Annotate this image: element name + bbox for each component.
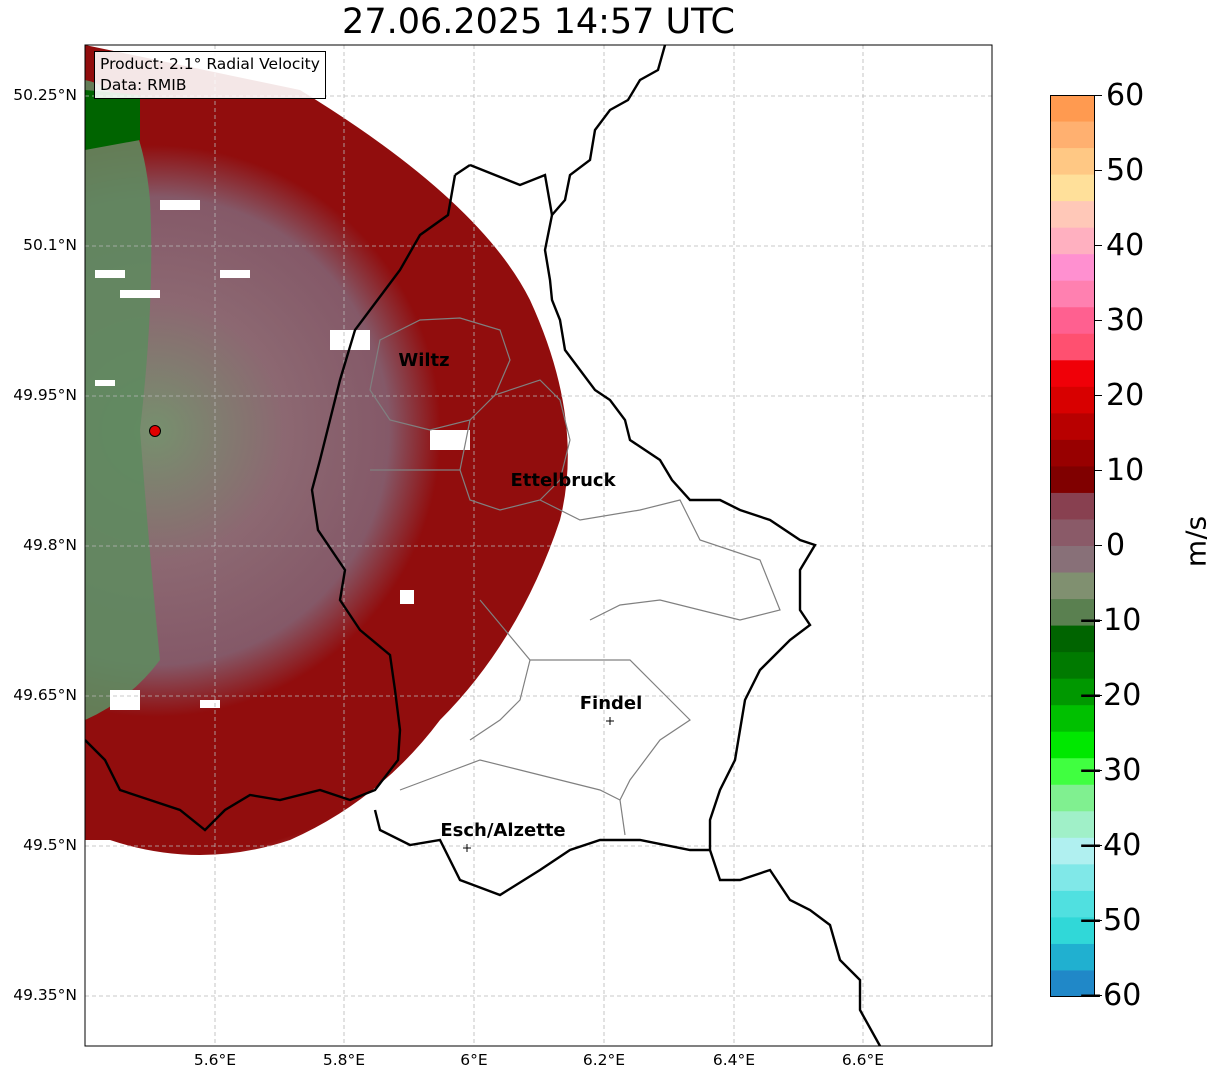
lat-tick: 50.1°N [23, 236, 77, 254]
colorbar-segment [1050, 254, 1095, 282]
lat-tick: 49.5°N [23, 836, 77, 854]
info-box: Product: 2.1° Radial Velocity Data: RMIB [94, 51, 326, 99]
colorbar-segment [1050, 492, 1095, 521]
colorbar-tick: 40 [1106, 228, 1145, 263]
colorbar-segment [1050, 413, 1095, 441]
colorbar-segment [1050, 95, 1095, 123]
data-source-label: Data: RMIB [100, 76, 187, 94]
city-label-findel: Findel [579, 693, 643, 714]
colorbar-segment [1050, 811, 1095, 839]
colorbar-segment [1050, 307, 1095, 335]
colorbar-segment [1050, 360, 1095, 388]
colorbar-tick: −60 [1078, 978, 1142, 1013]
colorbar-tick: 20 [1106, 378, 1145, 413]
colorbar-tick: 30 [1106, 303, 1145, 338]
colorbar-segment [1050, 917, 1095, 945]
colorbar-tick: −10 [1078, 603, 1142, 638]
colorbar-segment [1050, 333, 1095, 361]
colorbar-segment [1050, 148, 1095, 176]
colorbar-segment [1050, 705, 1095, 733]
colorbar-segment [1050, 890, 1095, 919]
lon-tick: 6°E [460, 1051, 488, 1069]
colorbar-segment [1050, 466, 1095, 494]
lon-tick: 5.6°E [193, 1051, 237, 1069]
lat-tick: 49.35°N [13, 986, 77, 1004]
colorbar-segment [1050, 599, 1095, 627]
colorbar-segment [1050, 386, 1095, 414]
colorbar-tick: 60 [1106, 78, 1145, 113]
country-borders [85, 45, 882, 1046]
echo-gaps [95, 200, 470, 710]
colorbar-segment [1050, 439, 1095, 468]
colorbar [1050, 95, 1102, 997]
colorbar-segment [1050, 546, 1095, 574]
inbound-region [85, 80, 160, 720]
colorbar-segment [1050, 864, 1095, 892]
colorbar-segment [1050, 519, 1095, 547]
radar-site-marker [149, 425, 161, 437]
city-label-ettelbruck: Ettelbruck [510, 470, 616, 491]
colorbar-segment [1050, 572, 1095, 600]
lon-tick: 6.4°E [712, 1051, 756, 1069]
lon-tick: 6.6°E [841, 1051, 885, 1069]
strong-inbound [85, 90, 140, 150]
colorbar-segment [1050, 970, 1095, 997]
lon-tick: 5.8°E [322, 1051, 366, 1069]
colorbar-segment [1050, 625, 1095, 653]
city-markers [463, 717, 614, 852]
colorbar-segment [1050, 280, 1095, 308]
colorbar-segment [1050, 731, 1095, 759]
colorbar-segment [1050, 943, 1095, 972]
city-label-wiltz: Wiltz [398, 350, 450, 371]
lon-tick: 6.2°E [582, 1051, 626, 1069]
colorbar-segment [1050, 227, 1095, 255]
city-label-esch-alzette: Esch/Alzette [440, 820, 566, 841]
colorbar-segment [1050, 652, 1095, 680]
colorbar-segment [1050, 758, 1095, 786]
map-frame [84, 44, 993, 1047]
colorbar-tick: −30 [1078, 753, 1142, 788]
lat-tick: 49.65°N [13, 686, 77, 704]
colorbar-tick: −40 [1078, 828, 1142, 863]
lat-tick: 50.25°N [13, 86, 77, 104]
colorbar-tick: 50 [1106, 153, 1145, 188]
colorbar-segment [1050, 174, 1095, 202]
product-label: Product: 2.1° Radial Velocity [100, 55, 320, 73]
district-boundaries [369, 317, 781, 836]
lat-tick: 49.8°N [23, 536, 77, 554]
map-title: 27.06.2025 14:57 UTC [342, 2, 735, 42]
colorbar-tick: −20 [1078, 678, 1142, 713]
colorbar-tick: 0 [1106, 528, 1126, 563]
colorbar-tick: −50 [1078, 903, 1142, 938]
colorbar-frame [1050, 95, 1095, 997]
lat-tick: 49.95°N [13, 386, 77, 404]
colorbar-segment [1050, 784, 1095, 812]
colorbar-segment [1050, 678, 1095, 706]
echo-region [85, 45, 568, 855]
colorbar-segment [1050, 837, 1095, 865]
colorbar-tick: 10 [1106, 453, 1145, 488]
colorbar-segment [1050, 201, 1095, 229]
colorbar-unit-label: m/s [1179, 515, 1207, 568]
colorbar-segment [1050, 121, 1095, 149]
